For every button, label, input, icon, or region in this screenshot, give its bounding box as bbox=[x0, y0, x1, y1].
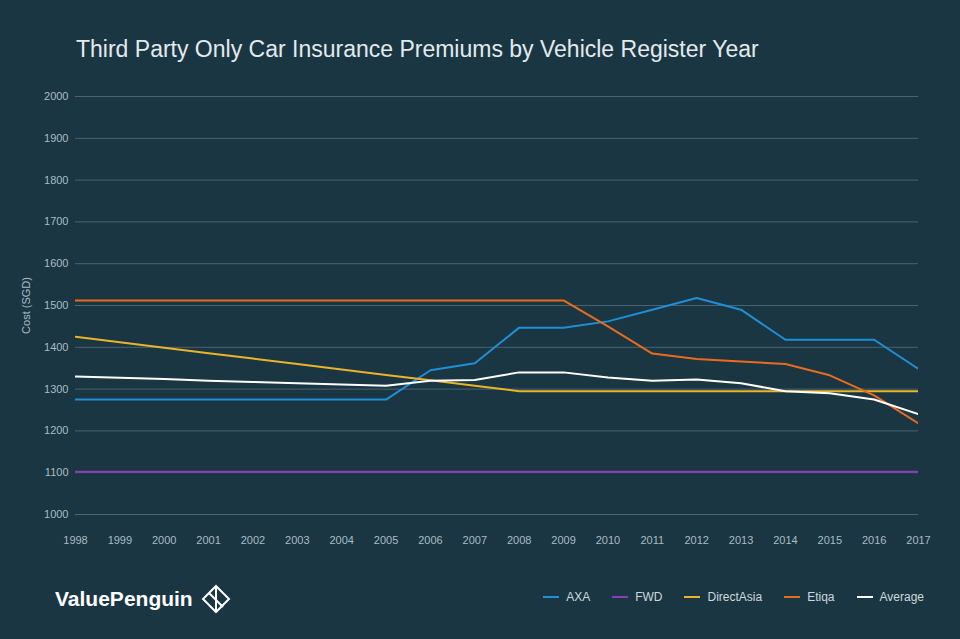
html-text:AXA: AXA bbox=[566, 590, 591, 604]
svg-text:2007: 2007 bbox=[463, 534, 487, 546]
svg-text:2015: 2015 bbox=[818, 534, 842, 546]
svg-text:2009: 2009 bbox=[551, 534, 575, 546]
html-text:Average: Average bbox=[879, 590, 924, 604]
svg-text:1200: 1200 bbox=[44, 424, 68, 436]
html-text:FWD: FWD bbox=[635, 590, 663, 604]
svg-text:1000: 1000 bbox=[44, 508, 68, 520]
svg-text:1700: 1700 bbox=[44, 215, 68, 227]
svg-text:1800: 1800 bbox=[44, 174, 68, 186]
svg-text:1100: 1100 bbox=[45, 466, 69, 478]
html-text:DirectAsia: DirectAsia bbox=[707, 590, 763, 604]
svg-text:2001: 2001 bbox=[196, 534, 220, 546]
svg-text:1600: 1600 bbox=[44, 257, 68, 269]
svg-text:2017: 2017 bbox=[906, 534, 930, 546]
svg-text:2013: 2013 bbox=[729, 534, 753, 546]
svg-text:2008: 2008 bbox=[507, 534, 531, 546]
svg-text:2005: 2005 bbox=[374, 534, 398, 546]
svg-text:2004: 2004 bbox=[329, 534, 353, 546]
svg-text:1900: 1900 bbox=[44, 132, 68, 144]
svg-text:2012: 2012 bbox=[684, 534, 708, 546]
html-text:ValuePenguin: ValuePenguin bbox=[55, 587, 193, 610]
svg-text:2002: 2002 bbox=[241, 534, 265, 546]
svg-text:2014: 2014 bbox=[773, 534, 797, 546]
svg-text:1500: 1500 bbox=[44, 299, 68, 311]
svg-text:2006: 2006 bbox=[418, 534, 442, 546]
svg-text:1999: 1999 bbox=[108, 534, 132, 546]
svg-text:1300: 1300 bbox=[44, 383, 68, 395]
svg-text:2003: 2003 bbox=[285, 534, 309, 546]
svg-text:2010: 2010 bbox=[596, 534, 620, 546]
html-text:Third Party Only Car Insurance: Third Party Only Car Insurance Premiums … bbox=[76, 36, 759, 62]
svg-text:1998: 1998 bbox=[63, 534, 87, 546]
svg-text:2000: 2000 bbox=[44, 90, 68, 102]
svg-text:Cost (SGD): Cost (SGD) bbox=[20, 277, 32, 334]
svg-text:2016: 2016 bbox=[862, 534, 886, 546]
svg-text:1400: 1400 bbox=[44, 341, 68, 353]
html-text:Etiqa: Etiqa bbox=[807, 590, 835, 604]
svg-text:2011: 2011 bbox=[640, 534, 664, 546]
svg-text:2000: 2000 bbox=[152, 534, 176, 546]
